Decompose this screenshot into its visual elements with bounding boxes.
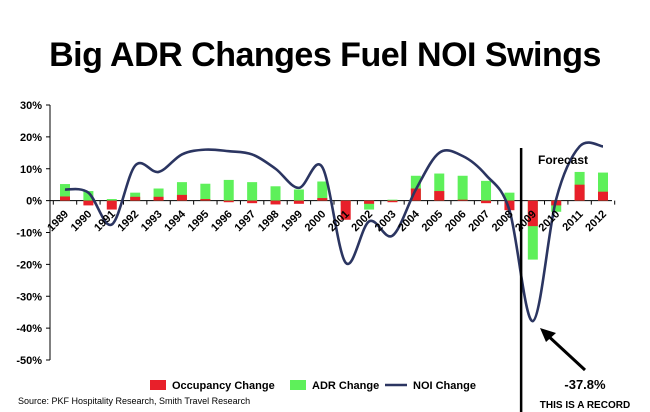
legend-occupancy-swatch <box>150 380 166 390</box>
adr-change-bar <box>176 182 187 201</box>
occupancy-change-bar <box>106 200 117 210</box>
occupancy-change-bar <box>481 200 492 204</box>
x-tick-label: 1996 <box>209 208 235 234</box>
legend-adr-swatch <box>290 380 306 390</box>
adr-change-bar <box>598 172 608 201</box>
adr-change-bar <box>60 184 70 201</box>
occupancy-change-bar <box>317 198 328 201</box>
occupancy-change-bar <box>153 196 164 201</box>
adr-change-bar <box>223 179 234 201</box>
adr-change-bar <box>270 186 281 201</box>
annotation-value: -37.8% <box>564 377 606 392</box>
x-tick-label: 1994 <box>162 208 188 234</box>
x-tick-label: 2007 <box>466 208 492 234</box>
x-tick-label: 2004 <box>396 208 422 234</box>
occupancy-change-bar <box>527 200 538 227</box>
y-tick-label: -30% <box>16 291 42 303</box>
y-tick-label: 10% <box>20 164 42 176</box>
x-tick-label: 2005 <box>420 208 446 234</box>
adr-change-bar <box>200 183 211 201</box>
occupancy-change-bar <box>340 200 351 220</box>
occupancy-change-bar <box>200 199 211 201</box>
occupancy-change-bar <box>504 200 515 211</box>
adr-change-bar <box>481 180 492 201</box>
adr-change-bar <box>247 182 258 201</box>
legend-noi-label: NOI Change <box>413 380 476 392</box>
y-tick-label: 0% <box>26 196 42 208</box>
occupancy-change-bar <box>223 200 234 203</box>
x-tick-label: 1993 <box>139 208 165 234</box>
x-tick-label: 1998 <box>256 208 282 234</box>
adr-change-bar <box>527 200 538 260</box>
x-tick-label: 2006 <box>443 208 469 234</box>
adr-change-bar <box>504 192 515 201</box>
x-tick-label: 2000 <box>303 208 329 234</box>
adr-change-bar <box>106 199 117 201</box>
adr-change-bar <box>364 200 375 210</box>
occupancy-change-bar <box>457 199 468 201</box>
occupancy-change-bar <box>270 200 281 205</box>
annotation-text: THIS IS A RECORD <box>540 400 630 411</box>
legend-occupancy-label: Occupancy Change <box>172 380 275 392</box>
adr-change-bar <box>83 191 94 201</box>
occupancy-change-bar <box>410 188 421 201</box>
occupancy-change-bar <box>574 184 585 201</box>
source-note: Source: PKF Hospitality Research, Smith … <box>18 396 250 406</box>
y-tick-label: 20% <box>20 132 42 144</box>
occupancy-change-bar <box>293 200 304 204</box>
occupancy-change-bar <box>247 200 258 204</box>
adr-change-bar <box>551 200 562 212</box>
x-tick-label: 2012 <box>583 208 609 234</box>
y-tick-label: -40% <box>16 323 42 335</box>
occupancy-change-bar <box>60 196 70 201</box>
x-tick-label: 1995 <box>186 208 212 234</box>
forecast-label: Forecast <box>538 153 588 167</box>
y-tick-label: 30% <box>20 100 42 112</box>
x-tick-label: 1997 <box>232 208 258 234</box>
adr-change-bar <box>293 189 304 201</box>
occupancy-change-bar <box>434 191 445 201</box>
y-tick-label: -50% <box>16 355 42 367</box>
adr-change-bar <box>387 199 398 201</box>
x-tick-label: 1989 <box>45 208 71 234</box>
occupancy-change-bar <box>598 191 608 201</box>
y-tick-label: -10% <box>16 228 42 240</box>
occupancy-change-bar <box>83 200 94 206</box>
y-tick-label: -20% <box>16 259 42 271</box>
adr-change-bar <box>130 192 141 201</box>
occupancy-change-bar <box>387 200 398 203</box>
occupancy-change-bar <box>130 196 141 201</box>
adr-change-bar <box>153 188 164 201</box>
x-tick-label: 1999 <box>279 208 305 234</box>
x-tick-label: 1990 <box>69 208 95 234</box>
occupancy-change-bar <box>176 194 187 201</box>
adr-change-bar <box>457 175 468 201</box>
x-tick-label: 2011 <box>560 208 585 233</box>
x-tick-label: 2003 <box>373 208 399 234</box>
adr-change-bar <box>434 173 445 201</box>
occupancy-change-bar <box>364 200 375 204</box>
annotation-arrow-shaft <box>543 331 587 372</box>
legend-adr-label: ADR Change <box>312 380 379 392</box>
chart-title: Big ADR Changes Fuel NOI Swings <box>49 36 601 74</box>
adr-change-bar <box>317 181 328 201</box>
annotation-arrow-head <box>540 328 556 342</box>
